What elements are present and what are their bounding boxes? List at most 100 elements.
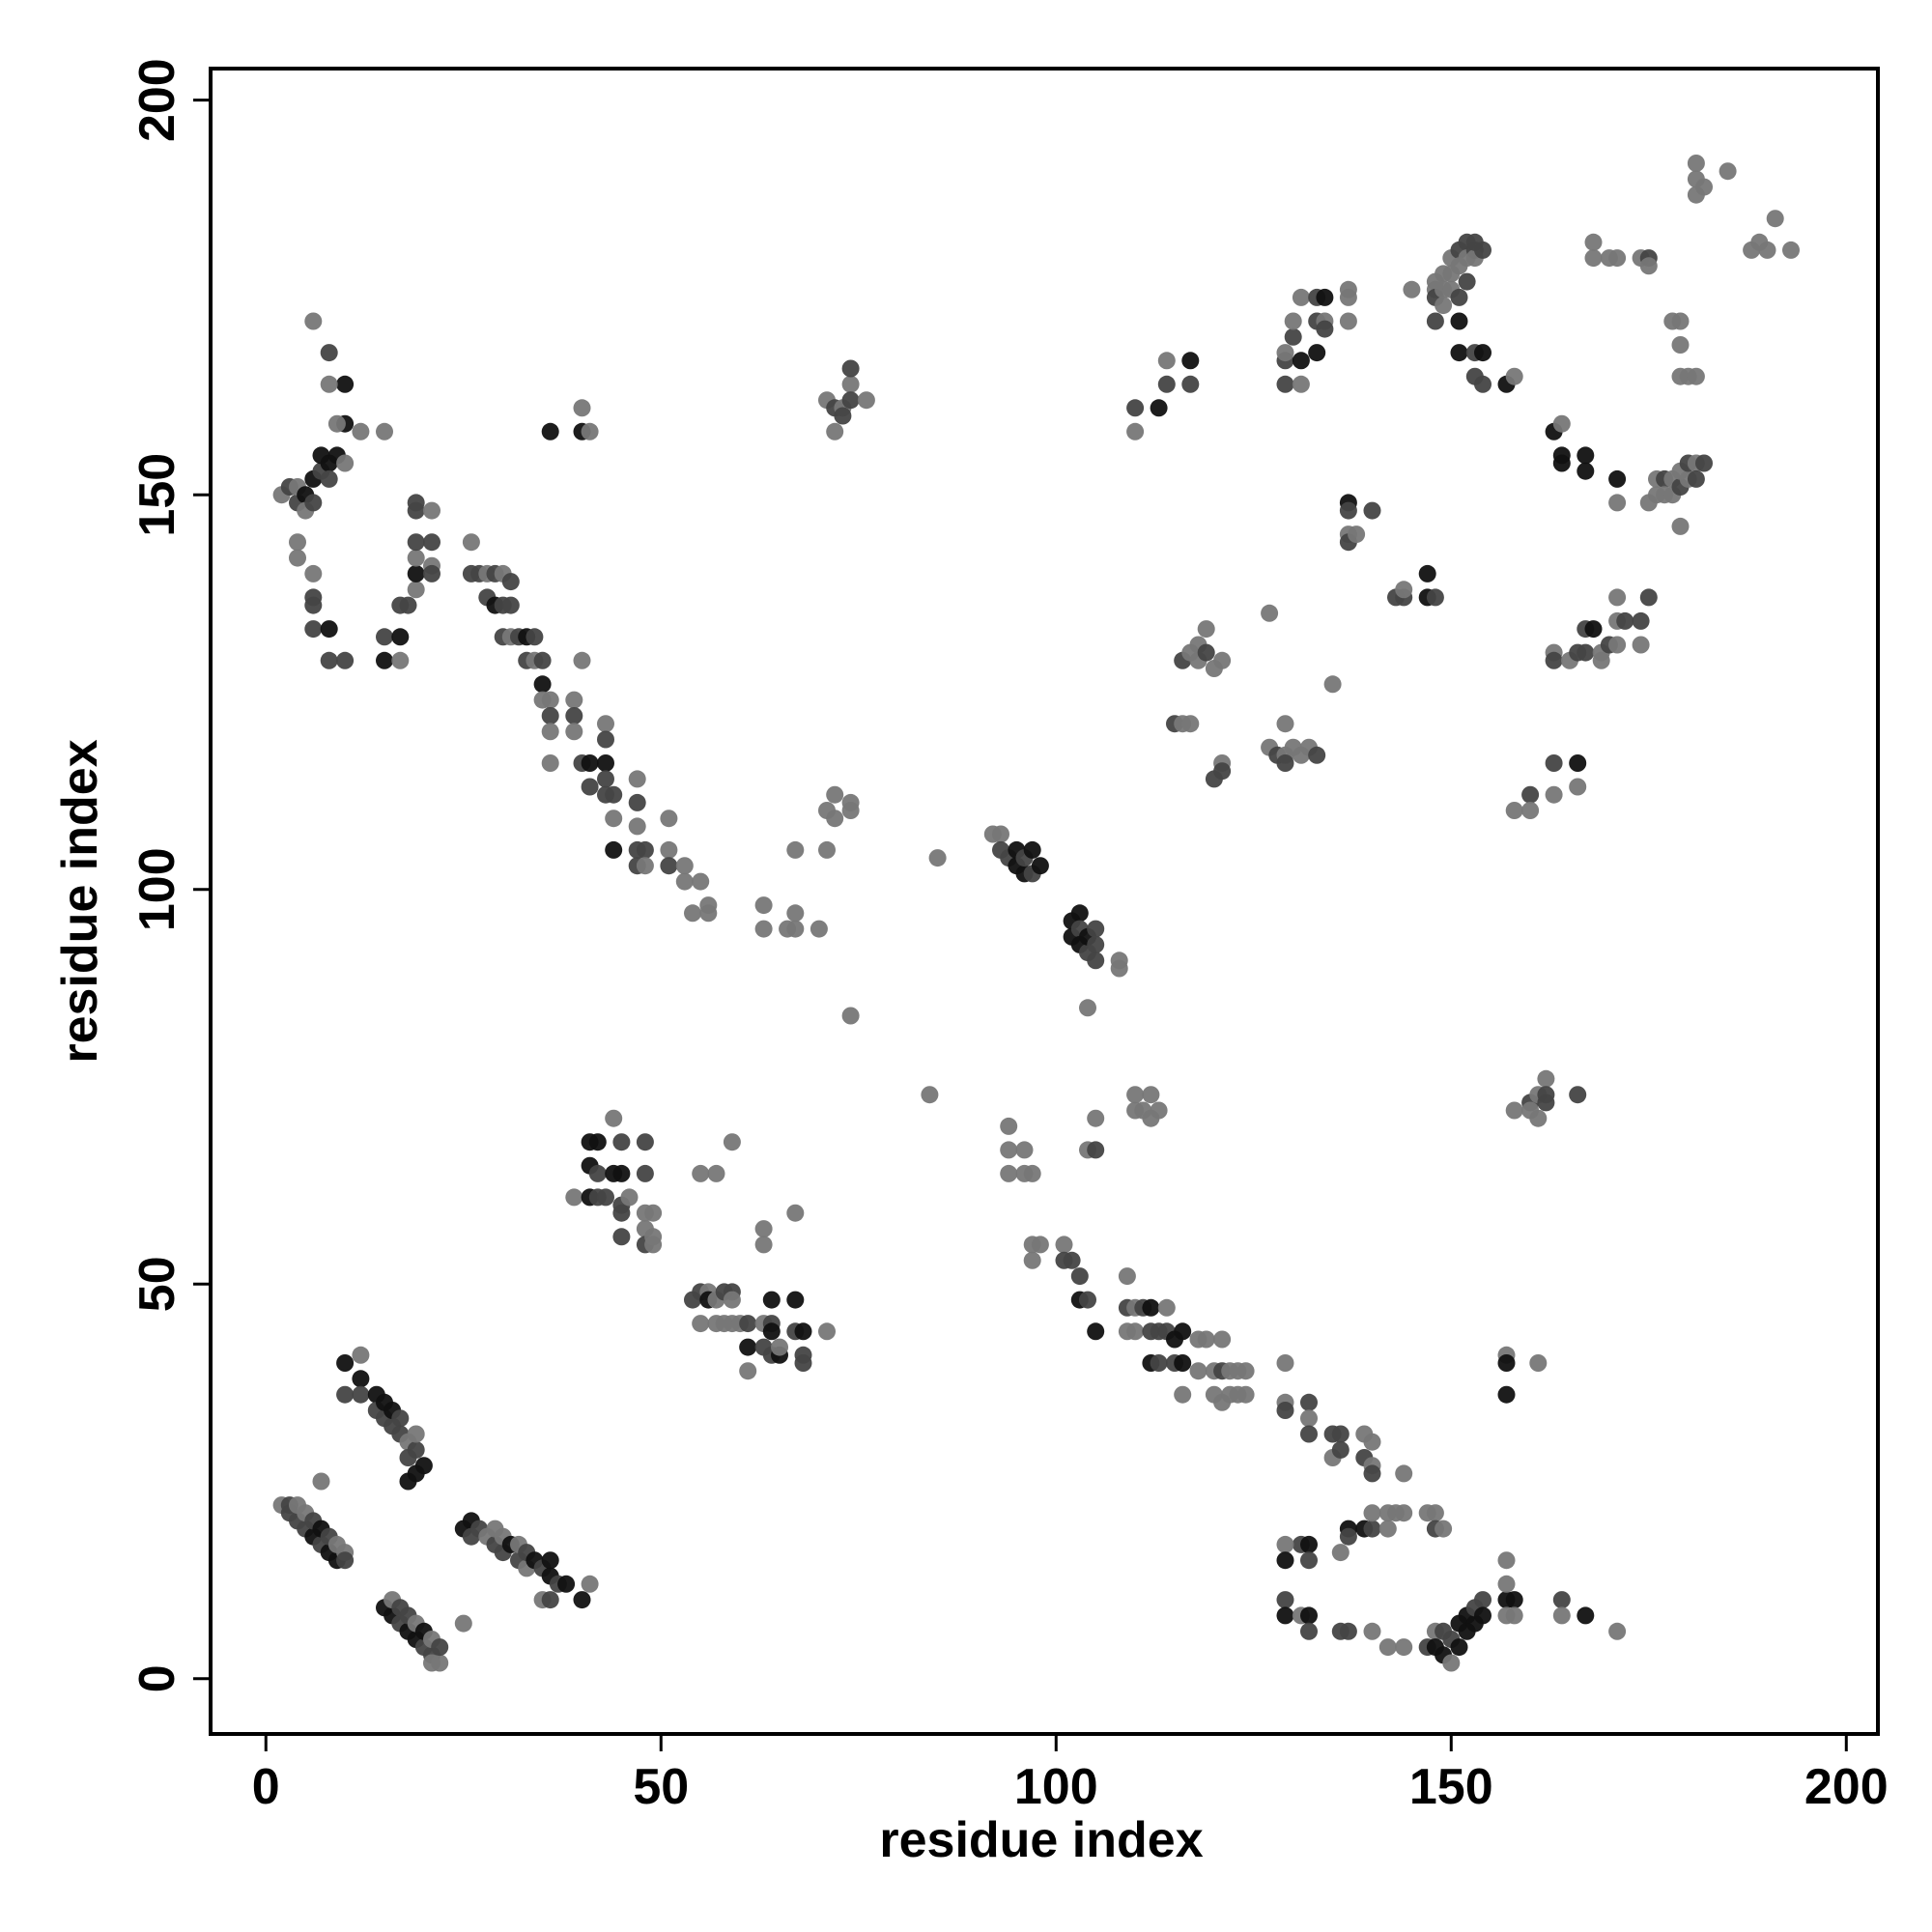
contact-point: [1157, 375, 1176, 393]
contact-point: [336, 1354, 355, 1372]
contact-point: [533, 675, 552, 694]
contact-point: [1766, 210, 1784, 228]
contact-point: [754, 1236, 773, 1254]
contact-point: [1079, 999, 1096, 1017]
contact-point: [1055, 1236, 1073, 1254]
contact-point: [541, 754, 559, 772]
contact-point: [1063, 1251, 1081, 1269]
contact-point: [320, 469, 338, 488]
contact-point: [391, 651, 410, 669]
contact-point: [1695, 178, 1713, 196]
contact-point: [557, 1575, 576, 1593]
contact-point: [1276, 754, 1294, 772]
contact-point: [1023, 840, 1041, 859]
contact-point: [992, 825, 1009, 843]
contact-point: [1569, 1086, 1587, 1104]
contact-point: [1552, 414, 1571, 433]
contact-point: [1584, 620, 1603, 639]
contact-point: [414, 1457, 433, 1475]
contact-point: [1181, 375, 1200, 393]
contact-point: [1087, 1109, 1105, 1127]
contact-point: [754, 896, 773, 915]
contact-point: [1435, 1520, 1453, 1538]
contact-point: [1639, 257, 1658, 275]
contact-point: [1000, 1117, 1018, 1135]
contact-point: [1181, 715, 1200, 733]
contact-point: [1378, 1638, 1397, 1657]
contact-point: [1521, 785, 1540, 804]
contact-point: [794, 1354, 812, 1372]
contact-point: [565, 707, 583, 724]
scatter-points: [272, 155, 1800, 1672]
contact-point: [1577, 462, 1595, 480]
contact-point: [1276, 1591, 1294, 1609]
contact-point: [541, 707, 559, 724]
contact-point: [1450, 288, 1468, 306]
contact-point: [1505, 1101, 1523, 1120]
contact-point: [723, 1291, 741, 1309]
contact-point: [1087, 935, 1105, 953]
contact-point: [1000, 1141, 1018, 1159]
contact-point: [1537, 1086, 1555, 1104]
contact-point: [636, 1164, 654, 1182]
contact-point: [1395, 1638, 1413, 1657]
contact-point: [841, 391, 860, 410]
contact-point: [1363, 1520, 1381, 1538]
contact-point: [541, 723, 559, 741]
contact-point: [1316, 288, 1334, 306]
contact-point: [1150, 1101, 1168, 1120]
contact-point: [692, 872, 710, 891]
contact-point: [1070, 904, 1089, 923]
contact-point: [320, 620, 338, 639]
contact-point: [1687, 469, 1705, 488]
contact-point: [1505, 802, 1523, 819]
contact-point: [1363, 1504, 1381, 1522]
contact-point: [1545, 785, 1563, 804]
contact-point: [644, 1236, 663, 1254]
contact-point: [1142, 1086, 1160, 1104]
contact-point: [1395, 581, 1413, 599]
contact-point: [636, 1133, 654, 1151]
contact-point: [1300, 1409, 1318, 1428]
contact-point: [407, 581, 425, 599]
contact-point: [1118, 1267, 1136, 1286]
y-tick-label: 200: [129, 58, 185, 142]
contact-point: [660, 857, 678, 875]
contact-point: [1323, 675, 1342, 694]
contact-point: [1142, 1298, 1160, 1317]
contact-point: [1608, 1622, 1627, 1640]
contact-point: [857, 391, 875, 410]
contact-point: [1363, 1433, 1381, 1451]
contact-point: [1529, 1354, 1548, 1372]
contact-point: [1577, 446, 1595, 465]
contact-point: [581, 422, 599, 440]
contact-point: [1584, 233, 1603, 251]
contact-point: [1300, 1393, 1318, 1411]
contact-point: [1174, 1385, 1192, 1404]
contact-point: [1497, 1575, 1516, 1593]
contact-point: [1189, 1362, 1208, 1380]
contact-point: [454, 1614, 472, 1633]
contact-point: [1197, 620, 1215, 639]
contact-point: [1339, 1622, 1357, 1640]
contact-point: [1639, 588, 1658, 607]
contact-point: [707, 1164, 725, 1182]
contact-point: [407, 549, 425, 567]
contact-point: [1276, 1606, 1294, 1625]
contact-point: [1497, 1385, 1516, 1404]
contact-point: [612, 1133, 631, 1151]
contact-point: [1395, 1504, 1413, 1522]
contact-point: [573, 651, 591, 669]
contact-point: [771, 1338, 788, 1356]
contact-point: [1308, 344, 1326, 362]
contact-point: [794, 1322, 812, 1341]
contact-point: [1671, 336, 1690, 354]
contact-point: [336, 651, 355, 669]
contact-point: [928, 849, 947, 867]
contact-point: [1569, 754, 1587, 772]
contact-point: [1782, 241, 1800, 259]
contact-point: [1331, 1425, 1350, 1443]
contact-point: [628, 817, 646, 836]
plot-frame: [209, 67, 1880, 1736]
